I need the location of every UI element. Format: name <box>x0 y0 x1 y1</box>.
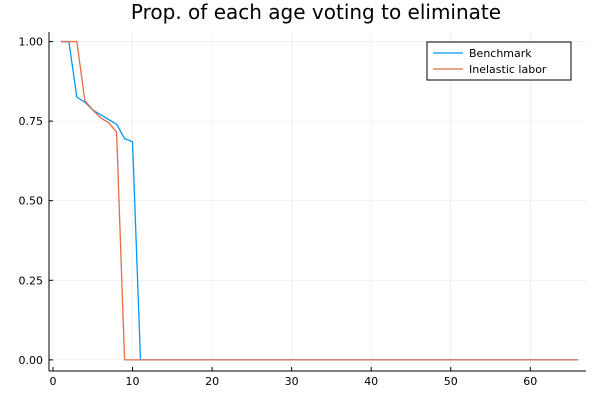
series-line-1 <box>60 40 579 361</box>
legend-label-1: Inelastic labor <box>469 63 547 76</box>
x-tick-label: 60 <box>523 375 537 388</box>
axes-layer: 0 10 20 30 40 50 60 0.00 0.25 0.50 0.75 1.00 <box>19 32 586 388</box>
chart-title: Prop. of each age voting to eliminate <box>131 0 501 24</box>
series-layer <box>60 40 579 361</box>
y-tick-label: 0.75 <box>19 115 44 128</box>
y-tick-label: 0.00 <box>19 354 44 367</box>
x-tick-label: 20 <box>205 375 219 388</box>
x-tick-label: 10 <box>126 375 140 388</box>
x-tick-label: 40 <box>364 375 378 388</box>
y-tick-label: 0.50 <box>19 195 44 208</box>
y-tick-label: 1.00 <box>19 36 44 49</box>
series-line-0 <box>60 40 579 361</box>
legend-box <box>426 41 572 81</box>
x-tick-label: 0 <box>49 375 56 388</box>
legend-label-0: Benchmark <box>469 47 532 60</box>
legend: Benchmark Inelastic labor <box>426 41 572 81</box>
y-tick-label: 0.25 <box>19 274 44 287</box>
x-tick-label: 50 <box>444 375 458 388</box>
x-tick-label: 30 <box>285 375 299 388</box>
